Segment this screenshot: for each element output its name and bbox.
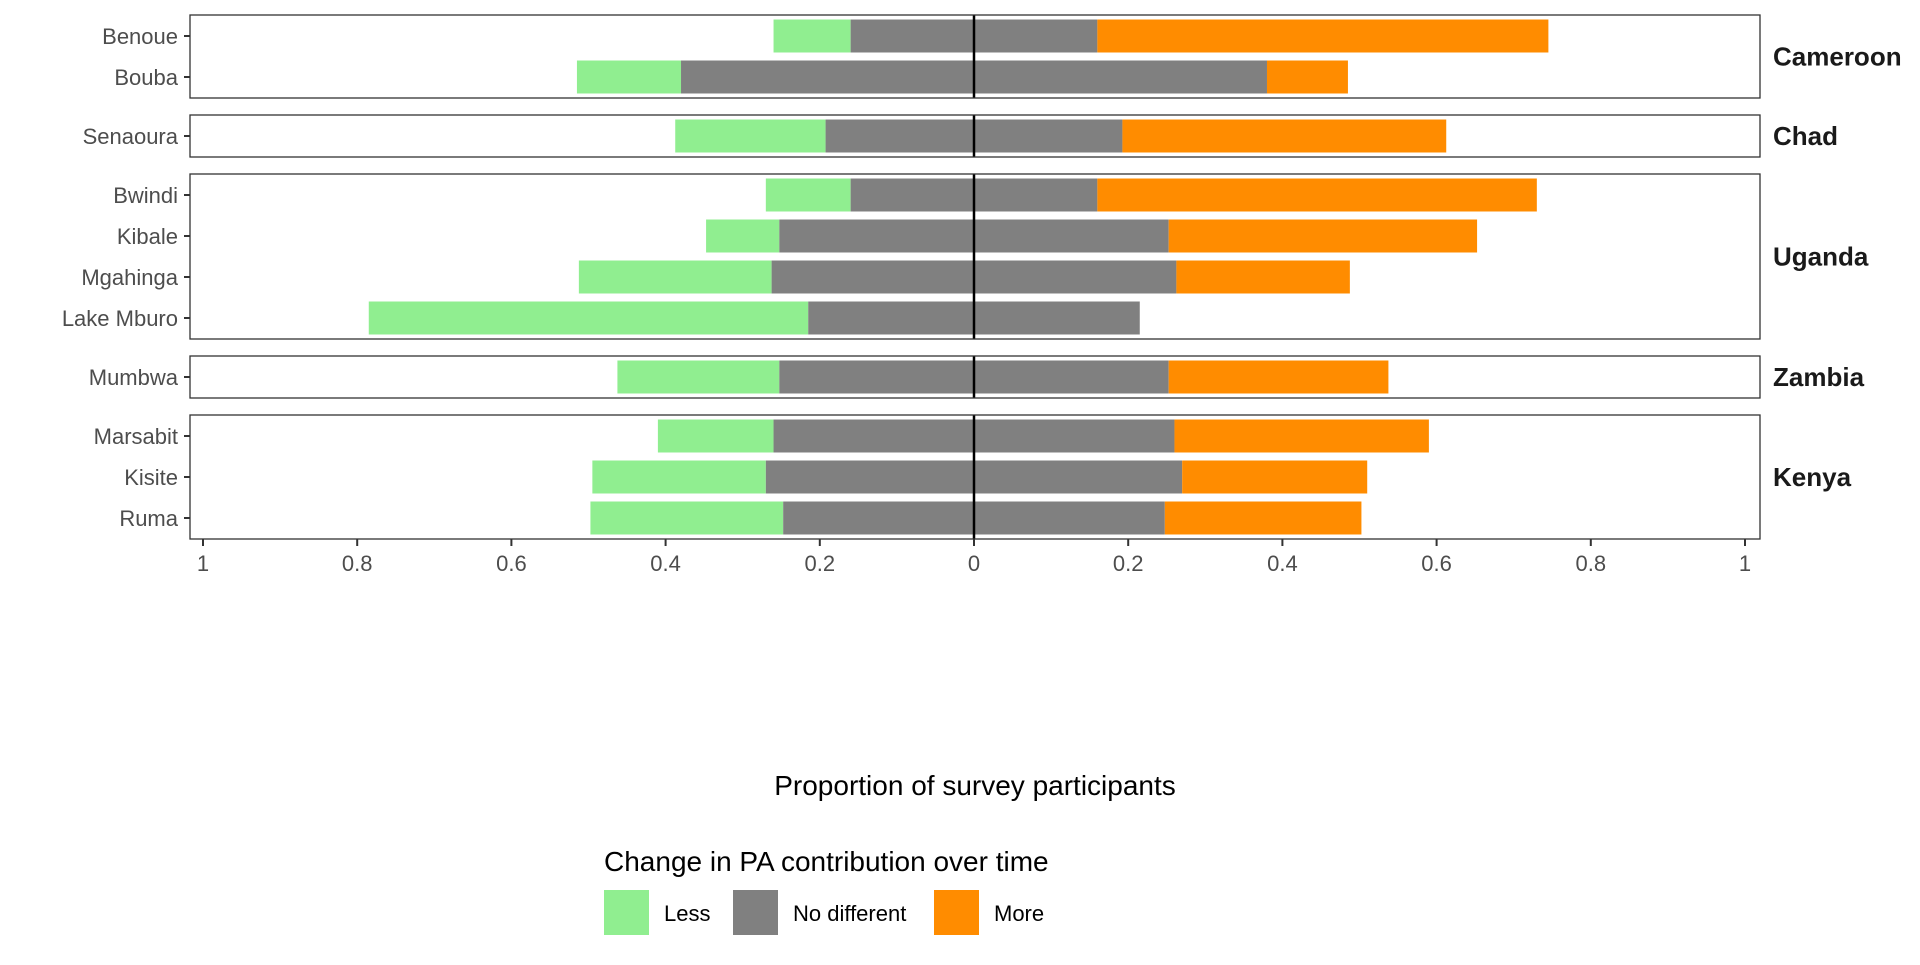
bar-bwindi-less bbox=[765, 178, 851, 212]
bar-marsabit-less bbox=[657, 419, 774, 453]
bar-bouba-more bbox=[1266, 60, 1348, 94]
bar-mgahinga-less bbox=[578, 260, 772, 294]
legend-items: Less No different More bbox=[604, 890, 1044, 935]
x-tick-label: 1 bbox=[197, 551, 209, 576]
bar-kibale-less bbox=[706, 219, 780, 253]
panel-border bbox=[189, 355, 1761, 399]
bar-ruma-less bbox=[590, 501, 784, 535]
bar-mumbwa-less bbox=[617, 360, 780, 394]
legend-label-more: More bbox=[994, 901, 1044, 926]
facet-label-uganda: Uganda bbox=[1773, 242, 1869, 272]
panel-border bbox=[189, 114, 1761, 158]
row-label-kibale: Kibale bbox=[117, 224, 178, 249]
bar-kisite-less bbox=[592, 460, 766, 494]
bar-bwindi-more bbox=[1097, 178, 1537, 212]
bar-kisite-more bbox=[1182, 460, 1368, 494]
x-tick-label: 0.4 bbox=[650, 551, 681, 576]
legend: Change in PA contribution over time Less… bbox=[604, 846, 1049, 935]
x-tick-label: 0.2 bbox=[1113, 551, 1144, 576]
bar-kibale-more bbox=[1168, 219, 1478, 253]
bar-benoue-more bbox=[1097, 19, 1549, 53]
facet-cameroon: Benoue Bouba Cameroon bbox=[102, 14, 1902, 99]
row-label-benoue: Benoue bbox=[102, 24, 178, 49]
legend-key-more bbox=[934, 890, 979, 935]
row-label-lake-mburo: Lake Mburo bbox=[62, 306, 178, 331]
x-tick-label: 0.8 bbox=[342, 551, 373, 576]
bar-ruma-more bbox=[1164, 501, 1362, 535]
bar-mumbwa-more bbox=[1168, 360, 1389, 394]
bar-marsabit-more bbox=[1174, 419, 1429, 453]
facet-chad: Senaoura Chad bbox=[83, 114, 1838, 158]
legend-title: Change in PA contribution over time bbox=[604, 846, 1049, 877]
x-tick-label: 1 bbox=[1739, 551, 1751, 576]
row-label-kisite: Kisite bbox=[124, 465, 178, 490]
facet-kenya: Marsabit Kisite Ruma Kenya bbox=[94, 414, 1852, 540]
panel-border bbox=[189, 173, 1761, 340]
bar-mgahinga-more bbox=[1176, 260, 1350, 294]
row-label-ruma: Ruma bbox=[119, 506, 178, 531]
facet-label-zambia: Zambia bbox=[1773, 362, 1865, 392]
legend-key-less bbox=[604, 890, 649, 935]
row-label-senaoura: Senaoura bbox=[83, 124, 179, 149]
row-label-bouba: Bouba bbox=[114, 65, 178, 90]
bar-lake-mburo-less bbox=[368, 301, 809, 335]
facet-label-chad: Chad bbox=[1773, 121, 1838, 151]
row-label-bwindi: Bwindi bbox=[113, 183, 178, 208]
x-tick-label: 0.6 bbox=[1421, 551, 1452, 576]
row-label-marsabit: Marsabit bbox=[94, 424, 178, 449]
facet-uganda: Bwindi Kibale Mgahinga Lake Mburo Uganda bbox=[62, 173, 1869, 340]
legend-label-less: Less bbox=[664, 901, 710, 926]
legend-key-no-different bbox=[733, 890, 778, 935]
panel-border bbox=[189, 14, 1761, 99]
facet-panels: Benoue Bouba Cameroon Senaoura Chad Bwindi Kib… bbox=[62, 14, 1902, 540]
bar-senaoura-more bbox=[1122, 119, 1447, 153]
x-tick-label: 0.8 bbox=[1576, 551, 1607, 576]
row-label-mgahinga: Mgahinga bbox=[81, 265, 178, 290]
facet-label-kenya: Kenya bbox=[1773, 462, 1852, 492]
bar-senaoura-less bbox=[675, 119, 826, 153]
x-axis-title: Proportion of survey participants bbox=[774, 770, 1176, 801]
bar-bouba-less bbox=[576, 60, 682, 94]
row-label-mumbwa: Mumbwa bbox=[89, 365, 179, 390]
x-axis: 1 0.8 0.6 0.4 0.2 0 0.2 0.4 0.6 0.8 1 bbox=[197, 539, 1751, 576]
x-tick-label: 0.4 bbox=[1267, 551, 1298, 576]
x-tick-label: 0.6 bbox=[496, 551, 527, 576]
facet-zambia: Mumbwa Zambia bbox=[89, 355, 1865, 399]
x-tick-label: 0 bbox=[968, 551, 980, 576]
facet-label-cameroon: Cameroon bbox=[1773, 42, 1902, 72]
x-tick-label: 0.2 bbox=[805, 551, 836, 576]
legend-label-no-different: No different bbox=[793, 901, 906, 926]
bar-benoue-less bbox=[773, 19, 851, 53]
